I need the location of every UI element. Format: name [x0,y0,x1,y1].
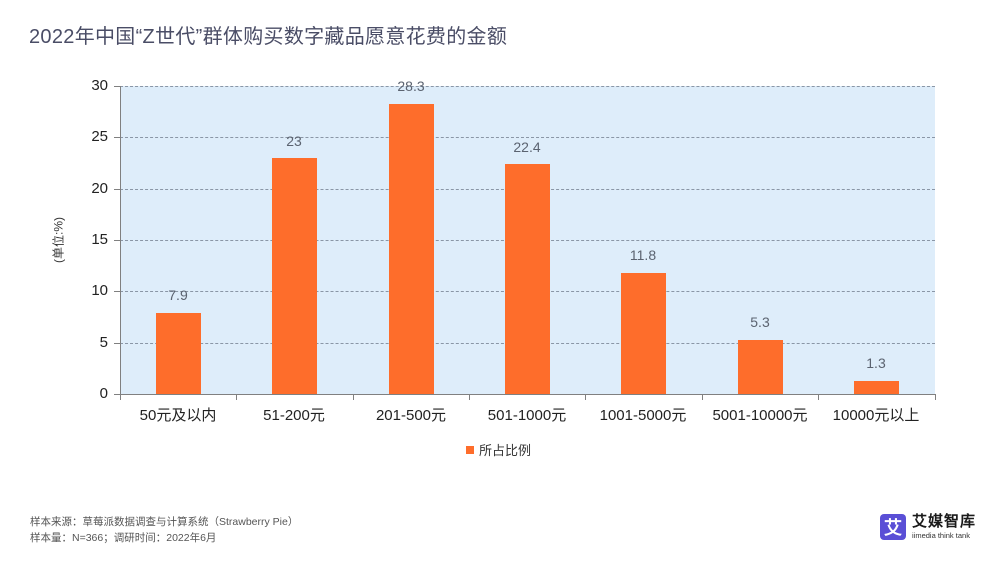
y-axis-unit-label: (单位:%) [51,217,66,263]
bar-501-1000[interactable] [505,164,550,394]
bar-value-label: 7.9 [168,287,188,303]
bar-201-500[interactable] [389,104,434,394]
x-tick [236,394,237,400]
logo-name-cn: 艾媒智库 [912,513,977,531]
gridline-30 [120,86,935,87]
bar-50-and-below[interactable] [156,313,201,394]
source-note: 样本来源：草莓派数据调查与计算系统（Strawberry Pie） [30,516,299,528]
x-category-label: 10000元以上 [832,407,920,424]
x-category-label: 201-500元 [375,407,447,424]
y-tick [114,240,120,241]
x-category-label: 1001-5000元 [599,407,687,424]
x-tick [120,394,121,400]
y-axis [120,86,121,395]
bar-value-label: 23 [286,133,302,149]
bar-value-label: 1.3 [866,355,886,371]
y-tick [114,394,120,395]
sample-note: 样本量：N=366；调研时间：2022年6月 [30,532,217,544]
y-tick-label: 20 [91,180,108,197]
y-tick-label: 15 [91,231,108,248]
x-tick [935,394,936,400]
legend-label: 所占比例 [479,443,532,458]
y-tick-label: 5 [99,334,108,351]
y-tick [114,86,120,87]
y-tick-label: 25 [91,128,108,145]
y-tick [114,343,120,344]
bar-value-label: 5.3 [750,314,770,330]
x-category-label: 501-1000元 [487,407,567,424]
y-tick-label: 30 [91,77,108,94]
y-tick [114,291,120,292]
x-category-label: 51-200元 [263,407,325,424]
iimedia-logo-icon: 艾 [880,514,906,540]
x-tick [353,394,354,400]
chart-title: 2022年中国“Z世代”群体购买数字藏品愿意花费的金额 [29,26,508,48]
legend[interactable]: 所占比例 [466,440,531,459]
x-category-label: 5001-10000元 [712,407,808,424]
bar-value-label: 28.3 [397,78,425,94]
bar-1001-5000[interactable] [621,273,666,394]
bar-value-label: 11.8 [629,247,657,263]
gridline-25 [120,137,935,138]
y-tick-label: 10 [91,282,108,299]
y-tick-label: 0 [99,385,108,402]
logo-name-en: iimedia think tank [912,531,970,541]
x-axis [120,394,936,395]
y-tick [114,189,120,190]
x-tick [585,394,586,400]
bar-51-200[interactable] [272,158,317,394]
legend-swatch [466,445,474,454]
bar-value-label: 22.4 [513,139,541,155]
bar-5001-10000[interactable] [738,340,783,394]
iimedia-logo: 艾 艾媒智库 iimedia think tank [880,514,976,540]
x-tick [702,394,703,400]
x-tick [469,394,470,400]
bar-10000-plus[interactable] [854,381,899,394]
x-category-label: 50元及以内 [139,407,217,424]
y-tick [114,137,120,138]
x-tick [818,394,819,400]
